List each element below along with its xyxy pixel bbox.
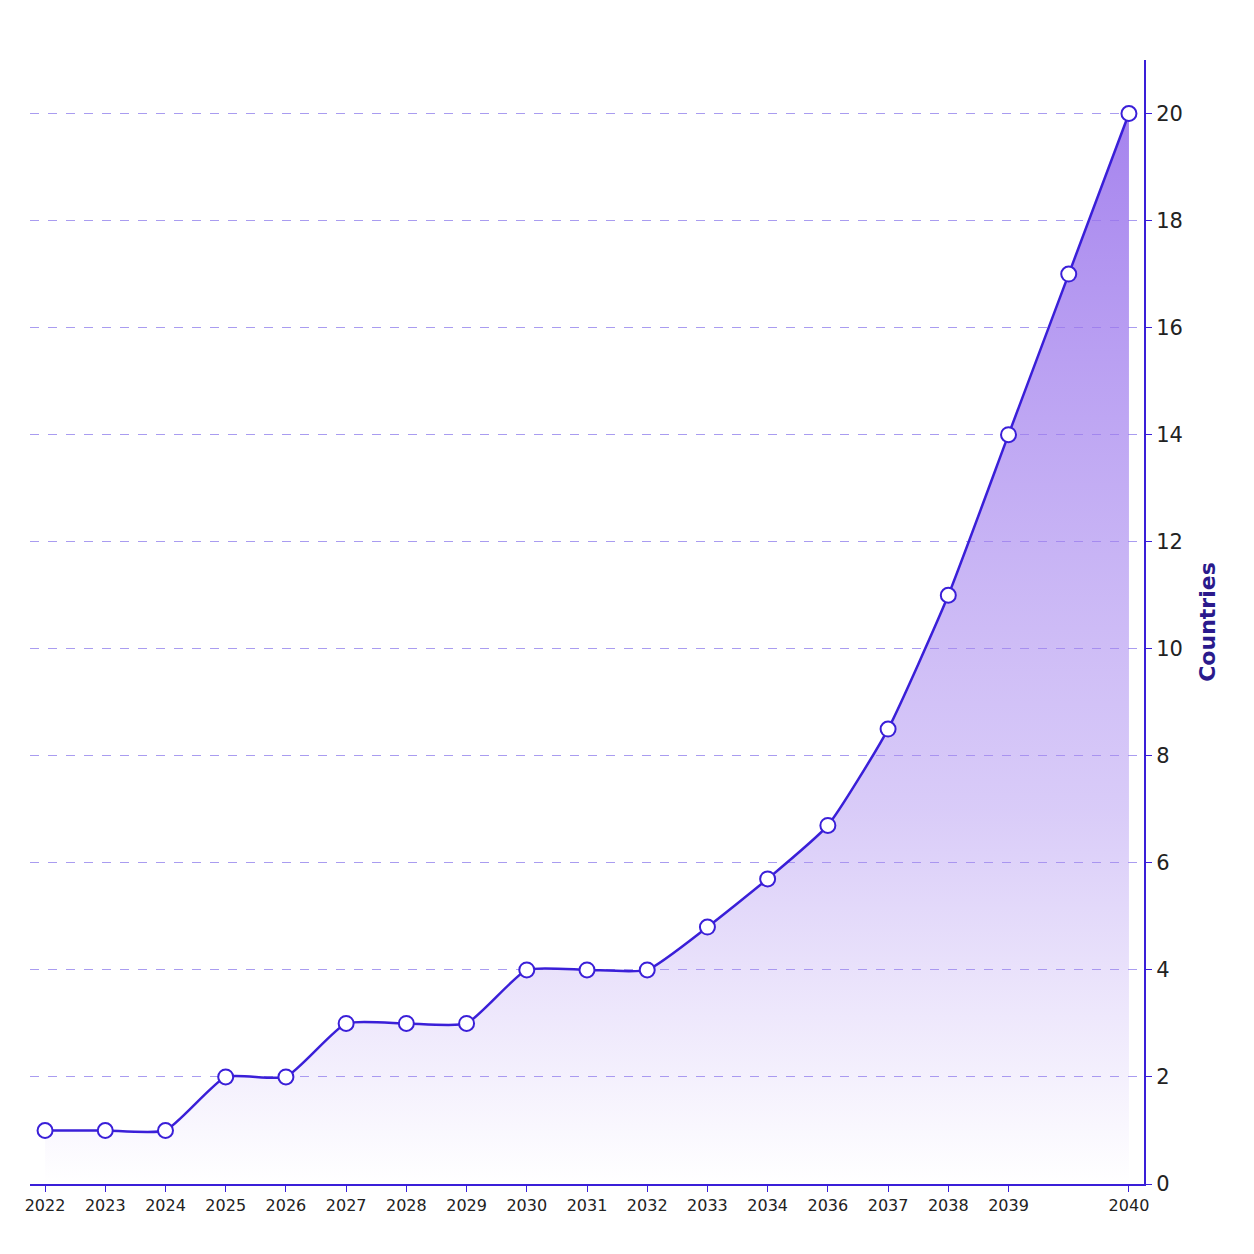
svg-text:6: 6 (1156, 851, 1169, 875)
svg-text:8: 8 (1156, 744, 1169, 768)
svg-text:0: 0 (1156, 1172, 1169, 1196)
svg-text:2023: 2023 (85, 1196, 126, 1215)
svg-text:2030: 2030 (506, 1196, 547, 1215)
svg-text:2031: 2031 (567, 1196, 608, 1215)
svg-text:2038: 2038 (928, 1196, 969, 1215)
svg-text:16: 16 (1156, 316, 1183, 340)
svg-text:20: 20 (1156, 102, 1183, 126)
svg-text:14: 14 (1156, 423, 1183, 447)
svg-text:4: 4 (1156, 958, 1169, 982)
svg-text:2026: 2026 (266, 1196, 307, 1215)
svg-text:2028: 2028 (386, 1196, 427, 1215)
svg-text:2039: 2039 (988, 1196, 1029, 1215)
svg-text:2025: 2025 (205, 1196, 246, 1215)
svg-text:2: 2 (1156, 1065, 1169, 1089)
svg-text:2022: 2022 (25, 1196, 66, 1215)
svg-text:2029: 2029 (446, 1196, 487, 1215)
svg-text:2040: 2040 (1109, 1196, 1150, 1215)
svg-text:2036: 2036 (808, 1196, 849, 1215)
svg-text:Countries: Countries (1195, 562, 1220, 682)
svg-text:2027: 2027 (326, 1196, 367, 1215)
svg-text:10: 10 (1156, 637, 1183, 661)
svg-text:18: 18 (1156, 209, 1183, 233)
svg-text:2024: 2024 (145, 1196, 186, 1215)
svg-text:2034: 2034 (747, 1196, 788, 1215)
svg-text:2032: 2032 (627, 1196, 668, 1215)
svg-text:12: 12 (1156, 530, 1183, 554)
svg-text:2037: 2037 (868, 1196, 909, 1215)
svg-text:2033: 2033 (687, 1196, 728, 1215)
